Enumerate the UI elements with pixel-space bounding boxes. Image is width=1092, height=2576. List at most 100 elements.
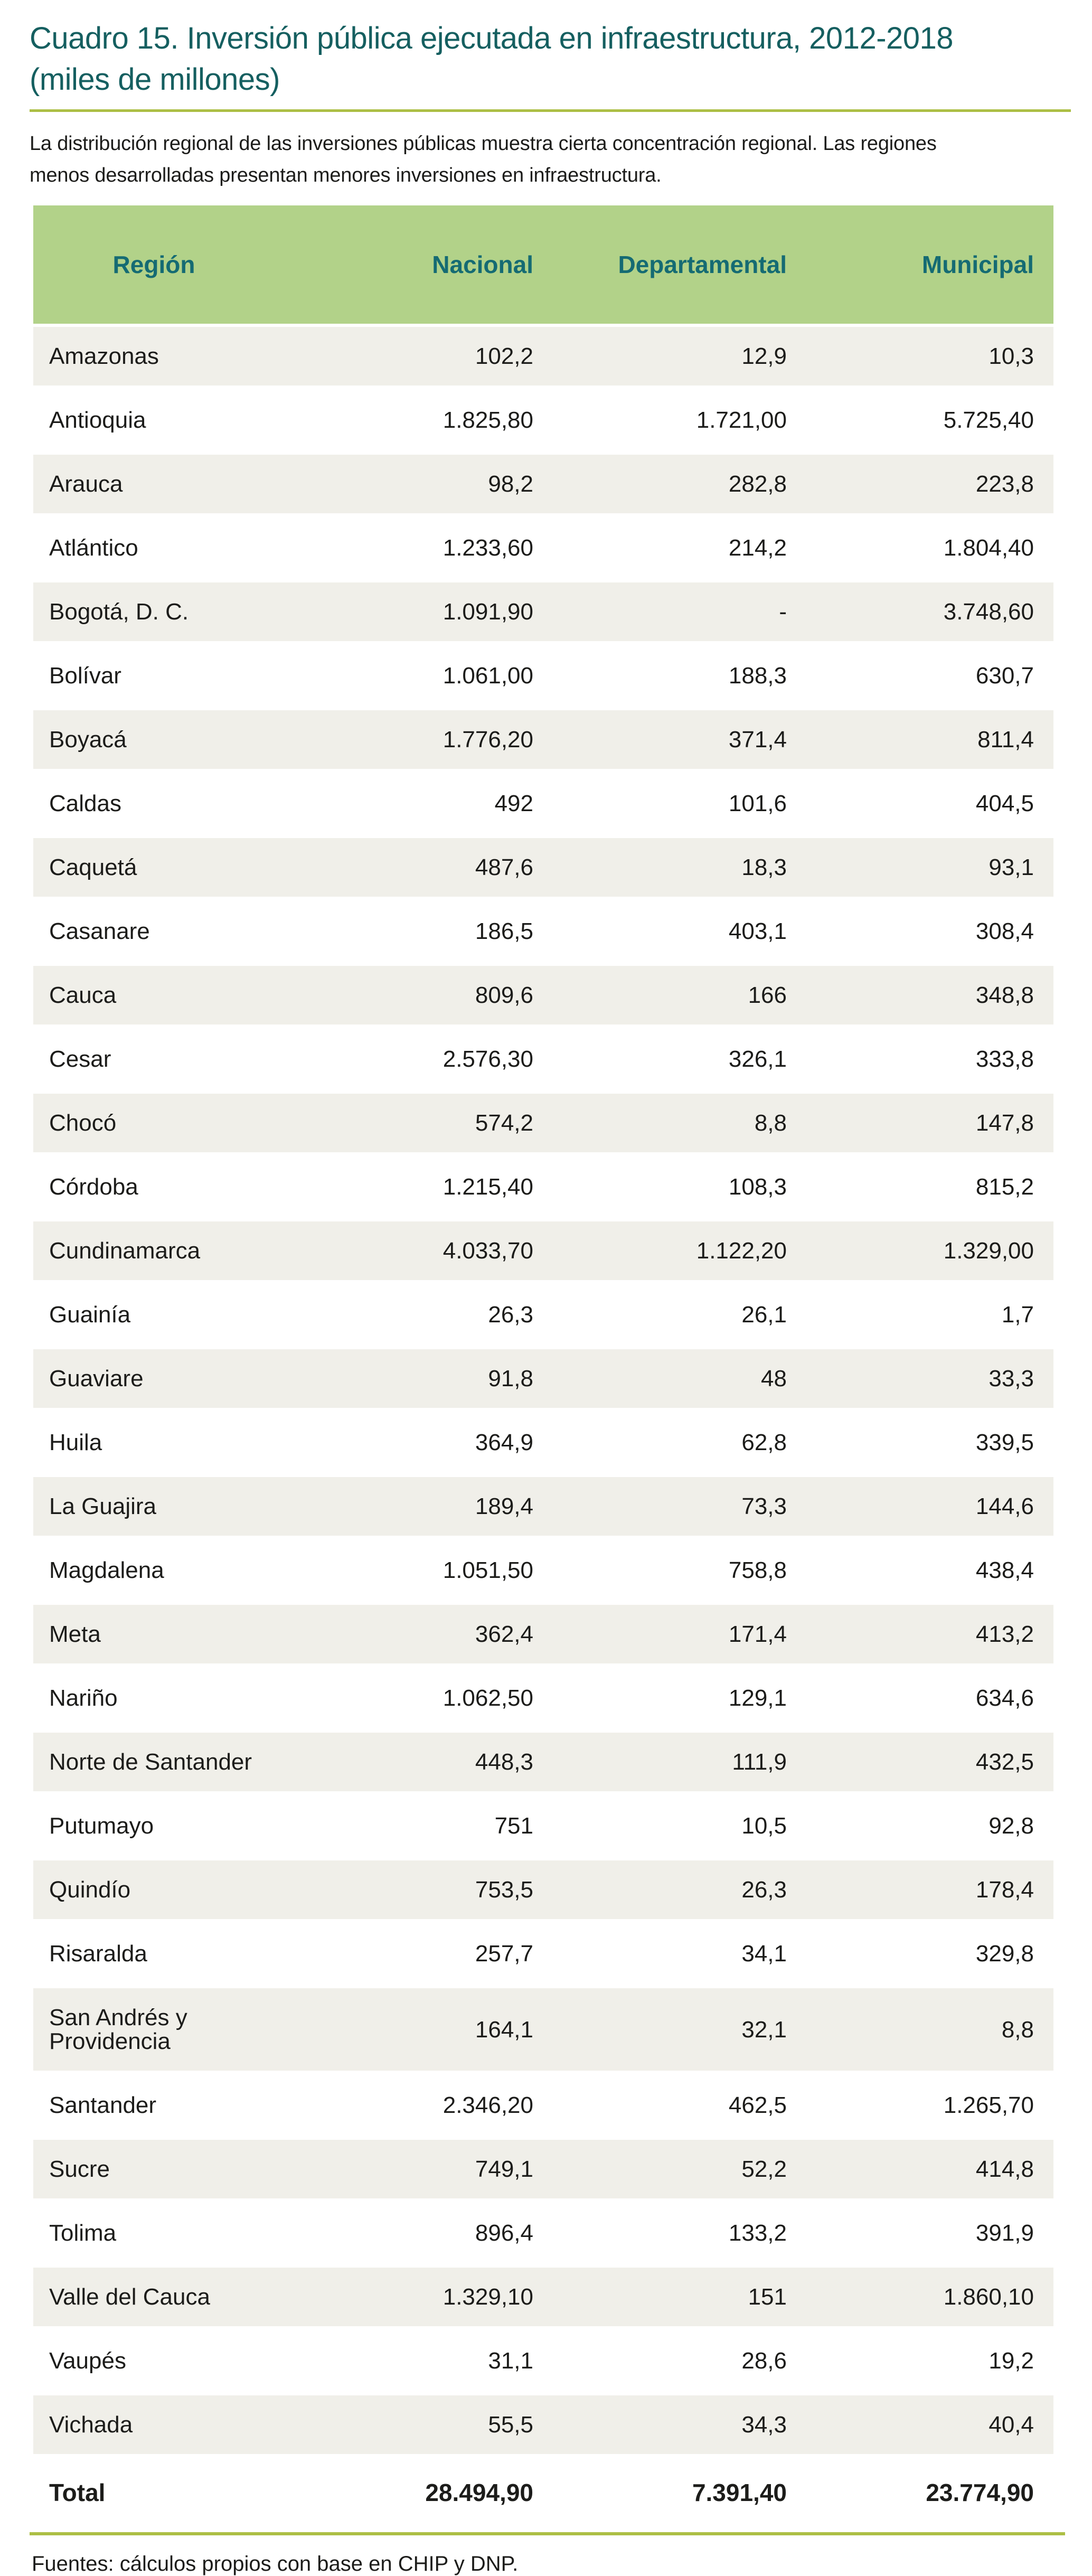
municipal-cell: 3.748,60	[803, 582, 1053, 647]
nacional-cell: 164,1	[275, 1988, 549, 2076]
table-row: Valle del Cauca 1.329,10 151 1.860,10	[33, 2268, 1053, 2332]
departamental-cell: 73,3	[549, 1477, 803, 1541]
table-row: Sucre 749,1 52,2 414,8	[33, 2140, 1053, 2204]
departamental-cell: 111,9	[549, 1733, 803, 1797]
nacional-cell: 753,5	[275, 1860, 549, 1925]
departamental-cell: 214,2	[549, 519, 803, 583]
region-cell: Vaupés	[33, 2331, 275, 2396]
nacional-cell: 809,6	[275, 966, 549, 1030]
nacional-cell: 1.825,80	[275, 391, 549, 455]
region-cell: Amazonas	[33, 327, 275, 391]
departamental-cell: 26,3	[549, 1860, 803, 1925]
total-nacional: 28.494,90	[275, 2459, 549, 2525]
region-cell: Putumayo	[33, 1797, 275, 1861]
total-departamental: 7.391,40	[549, 2459, 803, 2525]
source-note: Fuentes: cálculos propios con base en CH…	[32, 2552, 519, 2576]
region-cell: Cauca	[33, 966, 275, 1030]
page-title-line1: Cuadro 15. Inversión pública ejecutada e…	[30, 21, 954, 55]
region-cell: Norte de Santander	[33, 1733, 275, 1797]
intro-text: La distribución regional de las inversio…	[30, 128, 1071, 192]
region-cell: Magdalena	[33, 1541, 275, 1605]
municipal-cell: 19,2	[803, 2331, 1053, 2396]
title-divider	[30, 109, 1071, 112]
municipal-cell: 413,2	[803, 1605, 1053, 1669]
nacional-cell: 55,5	[275, 2395, 549, 2460]
departamental-cell: 26,1	[549, 1285, 803, 1350]
table-row: Risaralda 257,7 34,1 329,8	[33, 1924, 1053, 1989]
nacional-cell: 1.051,50	[275, 1541, 549, 1605]
departamental-cell: 151	[549, 2268, 803, 2332]
departamental-cell: 758,8	[549, 1541, 803, 1605]
departamental-cell: 282,8	[549, 455, 803, 519]
municipal-cell: 630,7	[803, 646, 1053, 711]
nacional-cell: 749,1	[275, 2140, 549, 2204]
table-row: Arauca 98,2 282,8 223,8	[33, 455, 1053, 519]
table-row: San Andrés y Providencia 164,1 32,1 8,8	[33, 1988, 1053, 2076]
table-row: Atlántico 1.233,60 214,2 1.804,40	[33, 519, 1053, 583]
column-header-departamental: Departamental	[549, 205, 803, 327]
municipal-cell: 33,3	[803, 1349, 1053, 1414]
region-cell: Cundinamarca	[33, 1221, 275, 1286]
table-row: Chocó 574,2 8,8 147,8	[33, 1094, 1053, 1158]
table-row: Córdoba 1.215,40 108,3 815,2	[33, 1158, 1053, 1222]
nacional-cell: 4.033,70	[275, 1221, 549, 1286]
nacional-cell: 1.233,60	[275, 519, 549, 583]
region-cell: Arauca	[33, 455, 275, 519]
table-row: Caquetá 487,6 18,3 93,1	[33, 838, 1053, 902]
departamental-cell: 1.122,20	[549, 1221, 803, 1286]
departamental-cell: -	[549, 582, 803, 647]
region-cell: San Andrés y Providencia	[33, 1988, 275, 2076]
header-row: Región Nacional Departamental Municipal	[33, 205, 1053, 327]
municipal-cell: 634,6	[803, 1669, 1053, 1733]
table-row: Nariño 1.062,50 129,1 634,6	[33, 1669, 1053, 1733]
nacional-cell: 1.776,20	[275, 710, 549, 775]
table-row: La Guajira 189,4 73,3 144,6	[33, 1477, 1053, 1541]
municipal-cell: 432,5	[803, 1733, 1053, 1797]
total-label: Total	[33, 2459, 275, 2525]
departamental-cell: 371,4	[549, 710, 803, 775]
departamental-cell: 34,3	[549, 2395, 803, 2460]
municipal-cell: 92,8	[803, 1797, 1053, 1861]
region-cell: Chocó	[33, 1094, 275, 1158]
municipal-cell: 5.725,40	[803, 391, 1053, 455]
table-row: Vaupés 31,1 28,6 19,2	[33, 2331, 1053, 2396]
region-cell: Casanare	[33, 902, 275, 966]
municipal-cell: 308,4	[803, 902, 1053, 966]
municipal-cell: 438,4	[803, 1541, 1053, 1605]
footer-divider	[30, 2532, 1065, 2536]
municipal-cell: 10,3	[803, 327, 1053, 391]
municipal-cell: 333,8	[803, 1030, 1053, 1094]
departamental-cell: 10,5	[549, 1797, 803, 1861]
table-row: Cauca 809,6 166 348,8	[33, 966, 1053, 1030]
nacional-cell: 257,7	[275, 1924, 549, 1989]
column-header-nacional: Nacional	[275, 205, 549, 327]
nacional-cell: 1.061,00	[275, 646, 549, 711]
nacional-cell: 102,2	[275, 327, 549, 391]
region-cell: Atlántico	[33, 519, 275, 583]
departamental-cell: 62,8	[549, 1413, 803, 1478]
table-row: Norte de Santander 448,3 111,9 432,5	[33, 1733, 1053, 1797]
municipal-cell: 815,2	[803, 1158, 1053, 1222]
municipal-cell: 40,4	[803, 2395, 1053, 2460]
departamental-cell: 188,3	[549, 646, 803, 711]
table-row: Cundinamarca 4.033,70 1.122,20 1.329,00	[33, 1221, 1053, 1286]
departamental-cell: 129,1	[549, 1669, 803, 1733]
table-row: Bolívar 1.061,00 188,3 630,7	[33, 646, 1053, 711]
departamental-cell: 12,9	[549, 327, 803, 391]
table-row: Boyacá 1.776,20 371,4 811,4	[33, 710, 1053, 775]
region-cell: Bogotá, D. C.	[33, 582, 275, 647]
region-cell: Meta	[33, 1605, 275, 1669]
region-cell: Risaralda	[33, 1924, 275, 1989]
municipal-cell: 178,4	[803, 1860, 1053, 1925]
region-cell: Sucre	[33, 2140, 275, 2204]
total-row: Total 28.494,90 7.391,40 23.774,90	[33, 2459, 1053, 2525]
nacional-cell: 1.062,50	[275, 1669, 549, 1733]
municipal-cell: 414,8	[803, 2140, 1053, 2204]
departamental-cell: 28,6	[549, 2331, 803, 2396]
region-cell: Cesar	[33, 1030, 275, 1094]
municipal-cell: 1,7	[803, 1285, 1053, 1350]
table-row: Tolima 896,4 133,2 391,9	[33, 2204, 1053, 2268]
municipal-cell: 1.804,40	[803, 519, 1053, 583]
municipal-cell: 348,8	[803, 966, 1053, 1030]
nacional-cell: 2.576,30	[275, 1030, 549, 1094]
